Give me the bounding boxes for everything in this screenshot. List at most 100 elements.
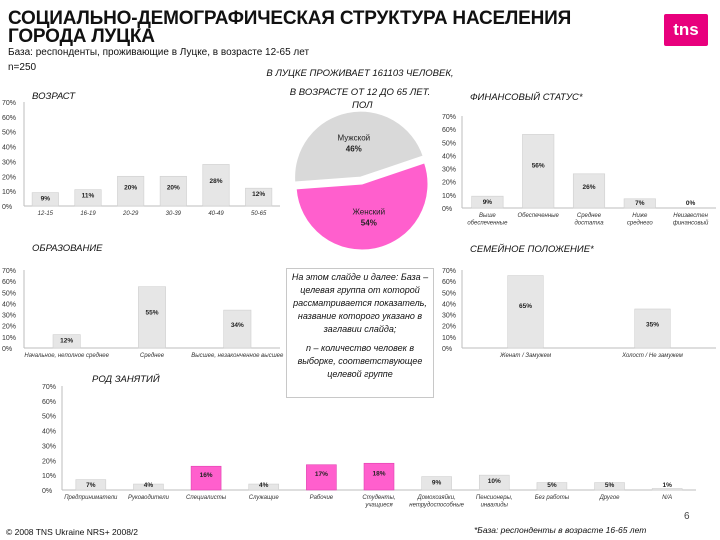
occupation-value-label: 5% (547, 482, 557, 489)
page-title: СОЦИАЛЬНО-ДЕМОГРАФИЧЕСКАЯ СТРУКТУРА НАСЕ… (8, 8, 572, 47)
education-y-tick: 60% (2, 279, 16, 286)
occupation-category-label: Служащие (249, 495, 280, 501)
finance-chart-title: ФИНАНСОВЫЙ СТАТУС* (470, 92, 583, 103)
finance-y-tick: 70% (442, 114, 456, 121)
family-y-tick: 60% (442, 279, 456, 286)
finance-chart: 0% 10% 20% 30% 40% 50% 60% 70% 9% Выше обеспеченны… (442, 114, 716, 227)
occupation-y-tick: 50% (42, 414, 56, 421)
education-category-label: Среднее (140, 353, 165, 359)
finance-category-label: Неизвестен (673, 213, 708, 219)
family-chart: 0% 10% 20% 30% 40% 50% 60% 70% 65% Женат / Замуже… (442, 268, 716, 359)
gender-chart-title: ПОЛ (352, 100, 373, 111)
occupation-category-label: Рабочие (310, 495, 334, 501)
family-category-label: Холост / Не замужем (621, 353, 683, 359)
methodology-note-n: n – количество человек в выборке, соотве… (297, 343, 423, 379)
family-y-tick: 30% (442, 313, 456, 320)
methodology-note: На этом слайде и далее: База – целевая г… (286, 268, 434, 398)
occupation-bar (478, 474, 510, 491)
age-category-label: 40-49 (208, 211, 224, 217)
occupation-category-label: Другое (599, 495, 621, 501)
finance-category-label: обеспеченные (467, 221, 508, 227)
population-note: В ЛУЦКЕ ПРОЖИВАЕТ 161103 ЧЕЛОВЕК, В ВОЗР… (230, 64, 490, 102)
finance-bar (522, 134, 555, 209)
occupation-category-label: Специалисты (186, 495, 227, 501)
methodology-note-base: На этом слайде и далее: База – целевая г… (291, 272, 429, 334)
occupation-value-label: 17% (315, 471, 328, 478)
footnote: *База: респонденты в возрасте 16-65 лет (474, 525, 647, 535)
age-value-label: 11% (82, 193, 95, 200)
age-bar (159, 175, 187, 207)
age-bar (245, 187, 273, 207)
education-bar (138, 286, 166, 349)
copyright: © 2008 TNS Ukraine NRS+ 2008/2 (6, 527, 139, 537)
occupation-category-label: Студенты, (362, 495, 395, 501)
education-value-label: 34% (231, 322, 244, 329)
education-chart: 0% 10% 20% 30% 40% 50% 60% 70% 12% Начальное, неп… (2, 268, 284, 359)
occupation-value-label: 18% (372, 470, 385, 477)
family-chart-title: СЕМЕЙНОЕ ПОЛОЖЕНИЕ* (470, 244, 594, 255)
occupation-category-label: Без работы (535, 495, 570, 501)
finance-value-label: 9% (483, 199, 493, 206)
finance-category-label: Среднее (577, 213, 602, 219)
age-y-tick: 40% (2, 145, 16, 152)
occupation-value-label: 4% (259, 482, 269, 489)
occupation-value-label: 4% (144, 482, 154, 489)
age-y-tick: 20% (2, 174, 16, 181)
occupation-bar (248, 483, 280, 491)
finance-value-label: 56% (532, 163, 545, 170)
finance-y-tick: 40% (442, 153, 456, 160)
finance-y-tick: 50% (442, 140, 456, 147)
education-y-tick: 10% (2, 335, 16, 342)
pie-label: Мужской (337, 134, 370, 143)
occupation-category-label: N/A (662, 495, 672, 501)
occupation-y-tick: 30% (42, 443, 56, 450)
family-y-tick: 10% (442, 335, 456, 342)
occupation-category-label: Руководители (128, 495, 170, 501)
age-category-label: 16-19 (80, 211, 96, 217)
occupation-y-tick: 60% (42, 399, 56, 406)
family-category-label: Женат / Замужем (499, 353, 551, 359)
occupation-value-label: 10% (488, 478, 501, 485)
education-category-label: Высшее, незаконченное высшее (191, 353, 284, 359)
education-bar (223, 309, 252, 349)
finance-value-label: 7% (635, 200, 645, 207)
age-category-label: 12-15 (38, 211, 54, 217)
pie-value-label: 46% (346, 145, 362, 154)
tns-logo: tns (664, 14, 708, 46)
occupation-value-label: 1% (662, 482, 672, 489)
page-number: 6 (684, 511, 690, 522)
occupation-bar (651, 488, 683, 491)
education-y-tick: 30% (2, 313, 16, 320)
age-chart-title: ВОЗРАСТ (32, 91, 76, 102)
education-value-label: 55% (145, 309, 158, 316)
occupation-value-label: 5% (605, 482, 615, 489)
finance-y-tick: 10% (442, 193, 456, 200)
occupation-bar (536, 482, 568, 491)
occupation-category-label: учащиеся (364, 503, 393, 509)
occupation-value-label: 16% (200, 472, 213, 479)
finance-y-tick: 60% (442, 127, 456, 134)
finance-bar (623, 198, 656, 209)
occupation-value-label: 7% (86, 482, 96, 489)
age-bar (117, 175, 145, 207)
occupation-value-label: 9% (432, 480, 442, 487)
age-value-label: 20% (124, 185, 137, 192)
family-y-tick: 20% (442, 324, 456, 331)
age-y-tick: 60% (2, 115, 16, 122)
occupation-bar (133, 483, 164, 491)
occupation-y-tick: 70% (42, 384, 56, 391)
family-bar (634, 308, 671, 349)
finance-category-label: Обеспеченные (517, 213, 559, 219)
education-category-label: Начальное, неполное среднее (24, 353, 109, 359)
occupation-bar (75, 479, 107, 491)
occupation-category-label: нетрудоспособные (409, 503, 464, 509)
occupation-bar (190, 465, 222, 491)
age-category-label: 20-29 (122, 211, 139, 217)
education-value-label: 12% (60, 338, 73, 345)
family-y-tick: 50% (442, 290, 456, 297)
age-category-label: 50-65 (251, 211, 267, 217)
base-description: База: респонденты, проживающие в Луцке, … (8, 47, 310, 58)
pie-slice (294, 110, 424, 183)
population-note-line-1: В ЛУЦКЕ ПРОЖИВАЕТ 161103 ЧЕЛОВЕК, (266, 68, 454, 79)
finance-value-label: 0% (686, 200, 696, 207)
